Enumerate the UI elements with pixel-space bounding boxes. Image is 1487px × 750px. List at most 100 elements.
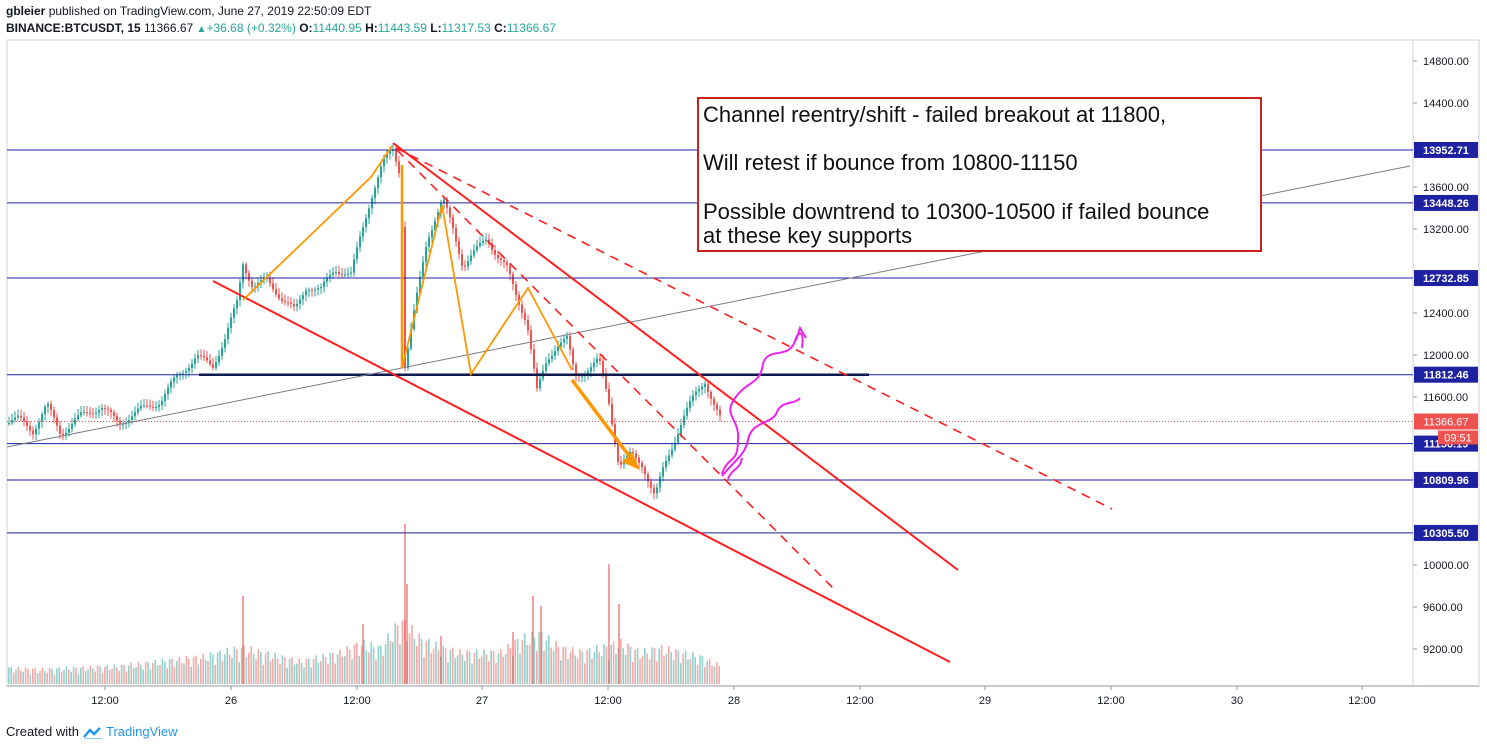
volume-bar: [406, 584, 408, 684]
candle-body: [203, 355, 205, 358]
channel-lower[interactable]: [212, 280, 951, 663]
candle-body: [533, 349, 535, 369]
candle-body: [410, 329, 412, 349]
volume-bar: [116, 667, 118, 684]
candle-body: [50, 403, 52, 411]
candle-body: [314, 289, 316, 291]
volume-bar: [72, 666, 75, 684]
candle-body: [419, 276, 421, 293]
level-label-box: [1414, 524, 1478, 541]
candle-body: [329, 274, 331, 278]
price-change: +36.68 (+0.32%): [206, 21, 296, 35]
volume-bar: [315, 655, 317, 684]
volume-bar: [653, 648, 656, 684]
projection-mid-path[interactable]: [721, 397, 801, 477]
candle-body: [32, 430, 34, 435]
volume-bar: [437, 650, 440, 684]
y-tick-label: 9200.00: [1423, 644, 1463, 656]
candle-body: [14, 417, 16, 421]
candle-body: [23, 417, 25, 422]
volume-bar: [423, 657, 425, 684]
volume-bar: [413, 638, 416, 684]
candle-body: [275, 289, 277, 295]
volume-bar: [418, 633, 420, 684]
candle-body: [95, 412, 97, 414]
candle-body: [416, 292, 418, 311]
volume-bar: [84, 671, 87, 684]
candle-body: [185, 371, 187, 373]
candle-body: [587, 371, 589, 375]
x-tick-label: 27: [476, 695, 488, 707]
candle-body: [539, 378, 541, 389]
candle-body: [128, 419, 130, 423]
projection-up-arrow: [795, 325, 807, 341]
candle-body: [455, 228, 457, 242]
volume-bar: [154, 659, 156, 684]
volume-bar: [490, 650, 492, 684]
volume-bar: [399, 644, 401, 684]
volume-bar: [509, 647, 512, 684]
volume-bar: [574, 655, 576, 684]
volume-bar: [135, 667, 137, 684]
candle-body: [350, 272, 352, 274]
volume-bar: [648, 659, 651, 684]
volume-bar: [584, 663, 586, 684]
candle-body: [362, 227, 364, 237]
candle-body: [251, 280, 253, 287]
candle-body: [374, 188, 376, 199]
volume-bar: [34, 668, 36, 684]
candle-body: [167, 387, 169, 395]
candle-body: [86, 412, 88, 414]
annotation-box[interactable]: [697, 97, 1262, 252]
volume-bar: [65, 666, 68, 684]
volume-bar: [442, 645, 444, 684]
countdown-label: 09:51: [1444, 432, 1472, 444]
symbol-label[interactable]: BINANCE:BTCUSDT, 15: [6, 21, 141, 35]
candle-body: [650, 481, 652, 488]
candle-body: [641, 462, 643, 468]
volume-bar: [118, 671, 120, 684]
volume-bar: [665, 653, 668, 684]
candle-body: [485, 239, 487, 241]
candle-body: [119, 420, 121, 424]
volume-bar: [231, 657, 233, 684]
candle-body: [245, 264, 247, 274]
candle-body: [503, 260, 505, 263]
candle-body: [83, 412, 85, 414]
candle-body: [137, 408, 139, 413]
volume-bar: [401, 620, 404, 684]
volume-bar: [36, 673, 39, 684]
volume-bar: [324, 657, 327, 684]
volume-bar: [322, 653, 324, 684]
volume-bar: [624, 654, 627, 684]
candle-body: [71, 424, 73, 429]
candle-body: [527, 319, 529, 331]
volume-bar: [310, 667, 312, 684]
volume-bar: [533, 637, 536, 684]
volume-bar: [540, 606, 542, 684]
price-axis[interactable]: [1412, 39, 1480, 687]
pattern-leg-1[interactable]: [242, 145, 393, 301]
candle-body: [308, 289, 310, 291]
volume-bar: [444, 648, 447, 684]
candle-body: [260, 279, 262, 283]
tradingview-brand[interactable]: TradingView: [106, 724, 178, 739]
author[interactable]: gbleier: [6, 4, 46, 18]
candle-body: [713, 398, 715, 405]
volume-bar: [185, 656, 188, 684]
volume-bar: [63, 670, 65, 684]
volume-bar: [447, 662, 449, 684]
volume-bar: [507, 643, 509, 684]
pattern-leg-2[interactable]: [401, 204, 573, 377]
channel-dashed-outer[interactable]: [395, 147, 1113, 510]
volume-bar: [492, 651, 495, 684]
candle-body: [233, 308, 235, 318]
channel-dashed-inner[interactable]: [396, 149, 835, 590]
channel-upper[interactable]: [392, 142, 959, 571]
pattern-arrow-shaft[interactable]: [570, 378, 638, 467]
candle-body: [383, 157, 385, 167]
volume-bar: [173, 667, 176, 684]
candle-body: [719, 409, 721, 416]
candle-body: [215, 362, 217, 368]
